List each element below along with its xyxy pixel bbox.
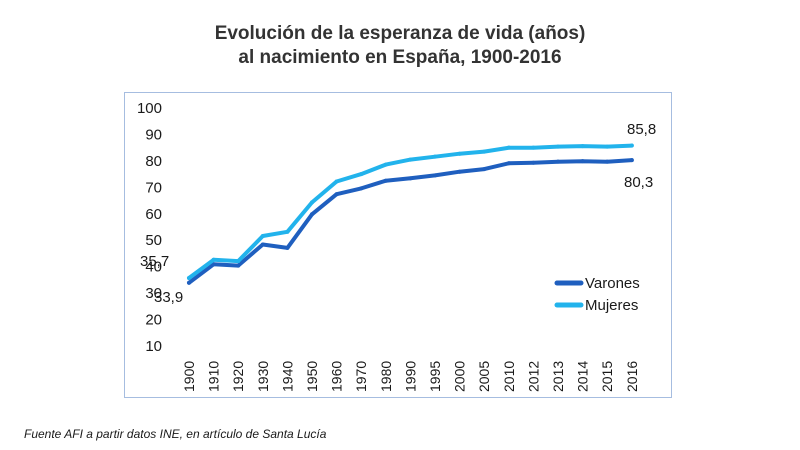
x-tick-label: 1940 [279,361,295,392]
series-line-mujeres [187,143,634,280]
chart-title: Evolución de la esperanza de vida (años)… [0,22,800,70]
y-tick-label: 30 [145,285,162,302]
data-point-varones [531,160,536,165]
source-note: Fuente AFI a partir datos INE, en artícu… [24,427,327,441]
data-point-mujeres [482,149,487,154]
data-point-mujeres [531,145,536,150]
chart-title-line-2: al nacimiento en España, 1900-2016 [238,47,562,68]
data-point-mujeres [359,172,364,177]
chart-frame [124,92,672,398]
y-tick-label: 10 [145,338,162,355]
x-tick-label: 1920 [230,361,246,392]
data-point-varones [285,245,290,250]
y-tick-label: 90 [145,126,162,143]
data-point-varones [556,159,560,164]
data-point-mujeres [334,179,339,184]
x-tick-label: 2013 [550,361,566,392]
data-point-varones [629,158,634,163]
data-point-varones [359,186,364,191]
data-point-varones [433,173,437,178]
data-point-varones [580,159,585,164]
data-point-mujeres [605,144,610,149]
data-point-varones [187,280,191,285]
data-point-varones [457,169,462,174]
annotation-mujeres-1900: 35,7 [140,253,169,270]
data-point-varones [334,192,339,197]
x-tick-label: 1980 [378,361,394,392]
legend-label-varones: Varones [585,275,640,292]
y-tick-label: 60 [145,206,162,223]
y-tick-label: 40 [145,259,162,276]
annotation-mujeres-2016: 85,8 [627,121,656,138]
data-point-mujeres [236,259,241,264]
y-tick-label: 80 [145,153,162,170]
x-tick-label: 2000 [452,361,468,392]
data-point-varones [260,242,265,247]
x-tick-label: 1910 [206,361,222,392]
y-tick-label: 50 [145,232,162,249]
data-point-varones [383,178,388,183]
x-tick-label: 1930 [255,361,271,392]
data-point-mujeres [260,233,265,238]
x-tick-label: 1995 [427,361,443,392]
data-point-mujeres [506,145,511,150]
x-tick-label: 2014 [575,361,591,392]
x-tick-label: 1950 [304,361,320,392]
y-tick-label: 20 [145,312,162,329]
chart-title-line-1: Evolución de la esperanza de vida (años) [214,23,586,44]
x-tick-label: 1960 [329,361,345,392]
data-point-mujeres [187,276,191,281]
data-point-varones [211,262,216,267]
data-point-mujeres [433,154,437,159]
data-point-mujeres [310,200,314,205]
data-point-mujeres [580,144,585,149]
x-tick-label: 2005 [476,361,492,392]
data-point-mujeres [556,144,560,149]
data-point-varones [310,212,314,217]
data-point-mujeres [383,162,388,167]
data-point-varones [482,167,487,172]
y-tick-label: 100 [137,100,162,117]
data-point-mujeres [457,151,462,156]
data-point-mujeres [211,257,216,262]
x-tick-label: 1900 [181,361,197,392]
x-tick-label: 2016 [624,361,640,392]
x-tick-label: 2010 [501,361,517,392]
data-point-varones [236,263,241,268]
x-tick-label: 1990 [402,361,418,392]
x-tick-label: 2015 [599,361,615,392]
x-tick-label: 1970 [353,361,369,392]
data-point-varones [605,159,610,164]
data-point-mujeres [408,157,413,162]
annotation-varones-2016: 80,3 [624,174,653,191]
legend-label-mujeres: Mujeres [585,297,638,314]
data-point-mujeres [629,143,634,148]
data-point-mujeres [285,229,290,234]
annotation-varones-1900: 33,9 [154,289,183,306]
data-point-varones [408,176,413,181]
x-tick-label: 2012 [525,361,541,392]
y-tick-label: 70 [145,179,162,196]
data-point-varones [506,161,511,166]
